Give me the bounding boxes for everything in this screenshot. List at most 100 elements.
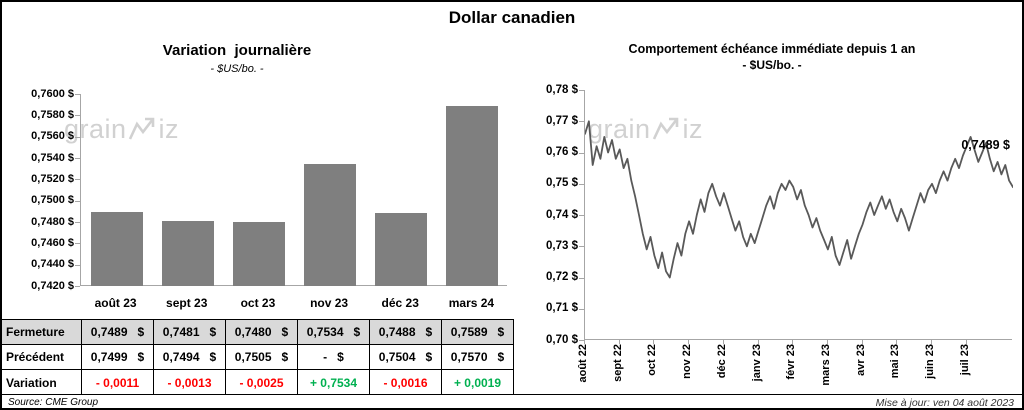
currency-sign: $	[281, 350, 289, 364]
line-y-tick-label: 0,70 $	[546, 333, 578, 346]
line-y-tick	[579, 277, 584, 279]
bar-y-tick	[75, 264, 80, 266]
line-y-tick-label: 0,78 $	[546, 83, 578, 96]
line-y-tick-label: 0,76 $	[546, 146, 578, 158]
cell-value: - 0,0025	[239, 375, 284, 390]
bar-y-tick-label: 0,7580 $	[31, 108, 74, 121]
table-cell: 0,7505 $	[226, 345, 298, 369]
cell-value: 0,7494	[162, 350, 200, 364]
currency-sign: $	[497, 350, 505, 364]
bar-x-label: oct 23	[240, 296, 276, 310]
line-y-tick-label: 0,71 $	[546, 302, 578, 315]
cell-value: 0,7504	[378, 350, 416, 364]
currency-sign: $	[209, 325, 217, 339]
line-x-tick	[861, 340, 863, 344]
line-y-tick	[579, 308, 584, 310]
line-x-tick	[826, 340, 828, 344]
table-cell: 0,7494 $	[154, 345, 226, 369]
line-y-tick	[579, 152, 584, 154]
bar-y-tick	[75, 94, 80, 95]
line-y-tick-label: 0,75 $	[546, 177, 578, 190]
bar-y-tick-label: 0,7440 $	[31, 258, 74, 271]
bar-y-tick-label: 0,7560 $	[31, 130, 74, 143]
row-header-label: Variation	[6, 375, 57, 390]
line-y-tick-label: 0,77 $	[546, 114, 578, 127]
bar-chart-subtitle: - $US/bo. -	[210, 63, 264, 75]
footer-divider	[2, 394, 1022, 395]
table-cell: 0,7480 $	[226, 320, 298, 344]
line-x-label: mai 23	[889, 344, 902, 379]
bar-mars-24	[446, 105, 499, 286]
bar-y-tick	[75, 200, 80, 202]
cell-value: + 0,7534	[309, 375, 358, 390]
line-y-tick	[579, 246, 584, 248]
cell-value: 0,7505	[234, 350, 272, 364]
table-cell: - $	[298, 345, 370, 369]
table-cell: - 0,0013	[154, 370, 226, 395]
line-x-label: janv 23	[750, 344, 763, 382]
bar-oct-23	[232, 222, 285, 286]
line-x-label: juin 23	[924, 344, 937, 379]
row-header: Fermeture	[2, 320, 82, 344]
line-y-tick	[579, 121, 584, 123]
price-table: Fermeture 0,7489 $0,7481 $0,7480 $0,7534 $0,7…	[2, 319, 514, 395]
line-chart-title: Comportement échéance immédiate depuis 1…	[628, 42, 916, 56]
cell-value: - 0,0013	[167, 375, 212, 390]
bar-y-tick	[75, 286, 80, 287]
cell-value: - 0,0016	[383, 375, 428, 390]
currency-sign: $	[425, 350, 433, 364]
line-chart-plot	[584, 90, 1013, 340]
bar-y-tick	[75, 158, 80, 159]
price-line	[585, 120, 1013, 279]
bar-x-label: août 23	[94, 296, 137, 310]
line-x-tick	[722, 340, 724, 344]
bar-y-tick-label: 0,7500 $	[31, 194, 74, 207]
line-x-tick	[653, 340, 655, 344]
line-x-label: déc 22	[715, 344, 728, 379]
bar-x-label: sept 23	[166, 296, 208, 310]
bar-y-tick	[75, 136, 80, 138]
table-cell: 0,7534 $	[298, 320, 370, 344]
bar-x-label: déc 23	[381, 296, 419, 310]
cell-value: 0,7480	[234, 325, 272, 339]
bar-chart-title: Variation journalière	[162, 42, 312, 59]
line-x-label: avr 23	[854, 344, 867, 376]
cell-value: 0,7481	[162, 325, 200, 339]
currency-sign: $	[497, 325, 505, 339]
line-y-tick	[579, 340, 584, 341]
table-row-variation: Variation - 0,0011 - 0,0013 - 0,0025 + 0,753…	[2, 370, 514, 395]
cell-value: 0,7499	[90, 350, 128, 364]
bar-y-tick	[75, 222, 80, 223]
bar-y-tick-label: 0,7420 $	[31, 279, 74, 292]
table-cell: 0,7488 $	[370, 320, 442, 344]
bar-y-tick-label: 0,7540 $	[31, 151, 74, 164]
bar-chart-plot	[80, 94, 507, 286]
line-x-tick	[965, 340, 967, 344]
table-cell: 0,7499 $	[82, 345, 154, 369]
cell-value: - 0,0011	[95, 375, 140, 390]
table-cell: 0,7589 $	[442, 320, 514, 344]
line-y-tick-label: 0,72 $	[546, 271, 578, 283]
line-x-label: juil 23	[958, 344, 971, 376]
currency-sign: $	[353, 325, 361, 339]
currency-sign: $	[137, 325, 145, 339]
cell-value: + 0,0019	[453, 375, 502, 390]
line-x-tick	[688, 340, 690, 344]
cell-value: 0,7534	[306, 325, 344, 339]
currency-sign: $	[425, 325, 433, 339]
currency-sign: $	[137, 350, 145, 364]
page-title: Dollar canadien	[448, 8, 576, 27]
bar-y-tick-label: 0,7460 $	[31, 236, 74, 249]
line-x-label: sept 22	[611, 344, 624, 382]
bar-y-tick	[75, 115, 80, 117]
table-cell: - 0,0025	[226, 370, 298, 395]
line-y-tick	[579, 183, 584, 185]
row-header: Variation	[2, 370, 82, 395]
cell-value: -	[323, 350, 328, 364]
cell-value: 0,7488	[378, 325, 416, 339]
table-cell: - 0,0011	[82, 370, 154, 395]
